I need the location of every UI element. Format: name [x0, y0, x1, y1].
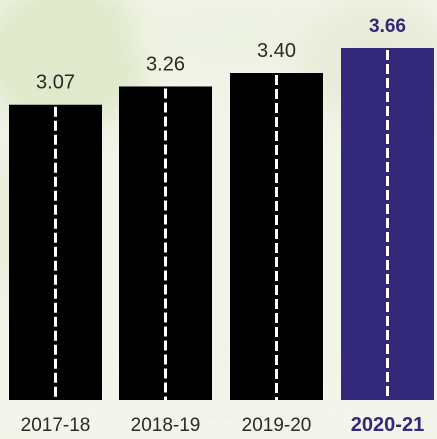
- category-label-2020-21: 2020-21: [351, 414, 424, 436]
- value-label-2018-19: 3.26: [146, 53, 185, 75]
- value-label-2019-20: 3.40: [257, 40, 296, 62]
- value-label-2020-21: 3.66: [369, 16, 406, 37]
- value-label-2017-18: 3.07: [36, 72, 75, 94]
- category-label-2019-20: 2019-20: [242, 415, 312, 436]
- category-label-2018-19: 2018-19: [131, 415, 201, 436]
- category-label-2017-18: 2017-18: [21, 415, 91, 436]
